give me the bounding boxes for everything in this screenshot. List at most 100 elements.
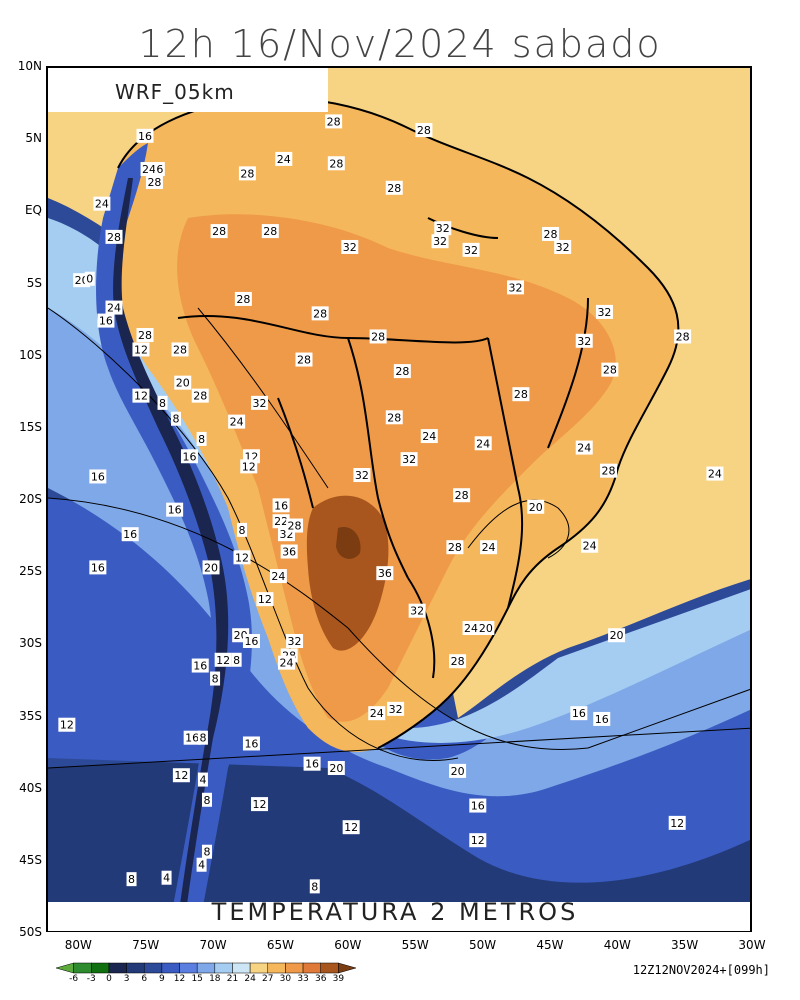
svg-text:28: 28	[603, 364, 617, 377]
colorbar-tick-label: -6	[69, 974, 79, 984]
svg-text:8: 8	[203, 846, 210, 859]
colorbar-swatch	[249, 962, 269, 974]
contour-label: 12	[256, 592, 274, 607]
contour-label: 32	[341, 239, 359, 254]
lon-tick-label: 55W	[401, 938, 429, 952]
contour-label: 28	[599, 463, 617, 478]
contour-label: 32	[400, 452, 418, 467]
colorbar-tick-label: 18	[209, 974, 221, 984]
svg-text:8: 8	[198, 433, 205, 446]
contour-label: 24	[228, 414, 246, 429]
contour-label: 28	[325, 114, 343, 129]
svg-text:16: 16	[91, 470, 105, 483]
svg-text:28: 28	[387, 411, 401, 424]
colorbar-tick-label: 21	[226, 974, 239, 984]
colorbar-swatch	[126, 962, 145, 974]
contour-label: 28	[238, 166, 256, 181]
colorbar-swatch	[232, 962, 251, 974]
svg-text:24: 24	[577, 442, 591, 455]
contour-label: 32	[387, 701, 405, 716]
contour-label: 16	[242, 736, 260, 751]
contour-label: 28	[449, 654, 467, 669]
svg-text:24: 24	[107, 302, 121, 315]
svg-text:24: 24	[482, 541, 496, 554]
lat-tick-label: 10N	[17, 59, 42, 73]
contour-label: 8	[231, 652, 242, 667]
contour-label: 32	[286, 634, 304, 649]
model-name: WRF_05km	[115, 80, 235, 104]
svg-text:20: 20	[529, 501, 543, 514]
contour-label: 28	[415, 123, 433, 138]
svg-text:24: 24	[279, 657, 293, 670]
colorbar-tick-label: 27	[262, 974, 274, 984]
contour-label: 16	[242, 634, 260, 649]
svg-text:24: 24	[708, 468, 722, 481]
svg-text:8: 8	[203, 794, 210, 807]
lat-tick-label: 25S	[19, 564, 42, 579]
contour-label: 8	[197, 730, 208, 745]
colorbar-swatch	[143, 962, 163, 974]
contour-label: 28	[385, 180, 403, 195]
lon-tick-label: 40W	[603, 938, 631, 952]
svg-text:36: 36	[282, 546, 296, 559]
svg-text:12: 12	[258, 593, 272, 606]
colorbar-tick-label: -3	[86, 974, 96, 984]
contour-label: 8	[126, 872, 137, 887]
model-box	[48, 68, 328, 112]
contour-label: 16	[183, 730, 201, 745]
svg-text:22: 22	[274, 515, 288, 528]
svg-text:12: 12	[344, 821, 358, 834]
contour-label: 28	[674, 329, 692, 344]
lon-tick-label: 45W	[536, 938, 564, 952]
colorbar-tick-label: 33	[297, 974, 309, 984]
colorbar-swatch	[302, 962, 321, 974]
contour-label: 20	[449, 763, 467, 778]
svg-text:8: 8	[128, 873, 135, 886]
svg-text:28: 28	[387, 182, 401, 195]
svg-text:28: 28	[193, 390, 207, 403]
svg-text:16: 16	[595, 713, 609, 726]
svg-text:32: 32	[410, 605, 424, 618]
colorbar-swatch	[179, 962, 198, 974]
contour-label: 20	[174, 375, 192, 390]
contour-label: 24	[140, 162, 158, 177]
contour-label: 28	[171, 342, 189, 357]
colorbar-swatch	[267, 962, 286, 974]
svg-text:12: 12	[60, 719, 74, 732]
contour-label: 28	[385, 410, 403, 425]
ocean-light	[48, 278, 750, 797]
lon-tick-label: 50W	[468, 938, 497, 952]
svg-text:28: 28	[297, 354, 311, 367]
svg-text:20: 20	[204, 561, 218, 574]
svg-text:28: 28	[329, 157, 343, 170]
svg-text:24: 24	[230, 416, 244, 429]
svg-text:16: 16	[305, 758, 319, 771]
colorbar-tick-label: 39	[332, 974, 345, 984]
lon-tick-label: 80W	[64, 938, 92, 952]
svg-text:28: 28	[448, 541, 462, 554]
contour-lines	[48, 307, 750, 769]
svg-text:6: 6	[156, 163, 163, 176]
contour-label: 24	[462, 621, 480, 636]
contour-label: 8	[170, 411, 181, 426]
contour-label: 12	[251, 797, 269, 812]
colorbar-tick-label: 6	[141, 974, 148, 984]
contour-label: 28	[453, 488, 471, 503]
contour-label: 28	[311, 306, 329, 321]
svg-text:32: 32	[597, 306, 611, 319]
svg-text:16: 16	[471, 800, 485, 813]
contour-label: 8	[309, 879, 320, 894]
colorbar-swatch	[214, 962, 233, 974]
land-hot	[177, 214, 616, 722]
svg-text:16: 16	[572, 707, 586, 720]
lat-tick-label: 5S	[26, 275, 42, 290]
lat-tick-label: 20S	[19, 492, 42, 506]
svg-text:28: 28	[107, 231, 121, 244]
lat-tick-label: 40S	[19, 780, 42, 795]
contour-label: 8	[237, 522, 248, 537]
svg-text:32: 32	[355, 469, 369, 482]
contour-label: 16	[593, 711, 611, 726]
colorbar-tick-label: 36	[314, 974, 327, 984]
svg-text:16: 16	[244, 737, 258, 750]
svg-text:28: 28	[514, 388, 528, 401]
